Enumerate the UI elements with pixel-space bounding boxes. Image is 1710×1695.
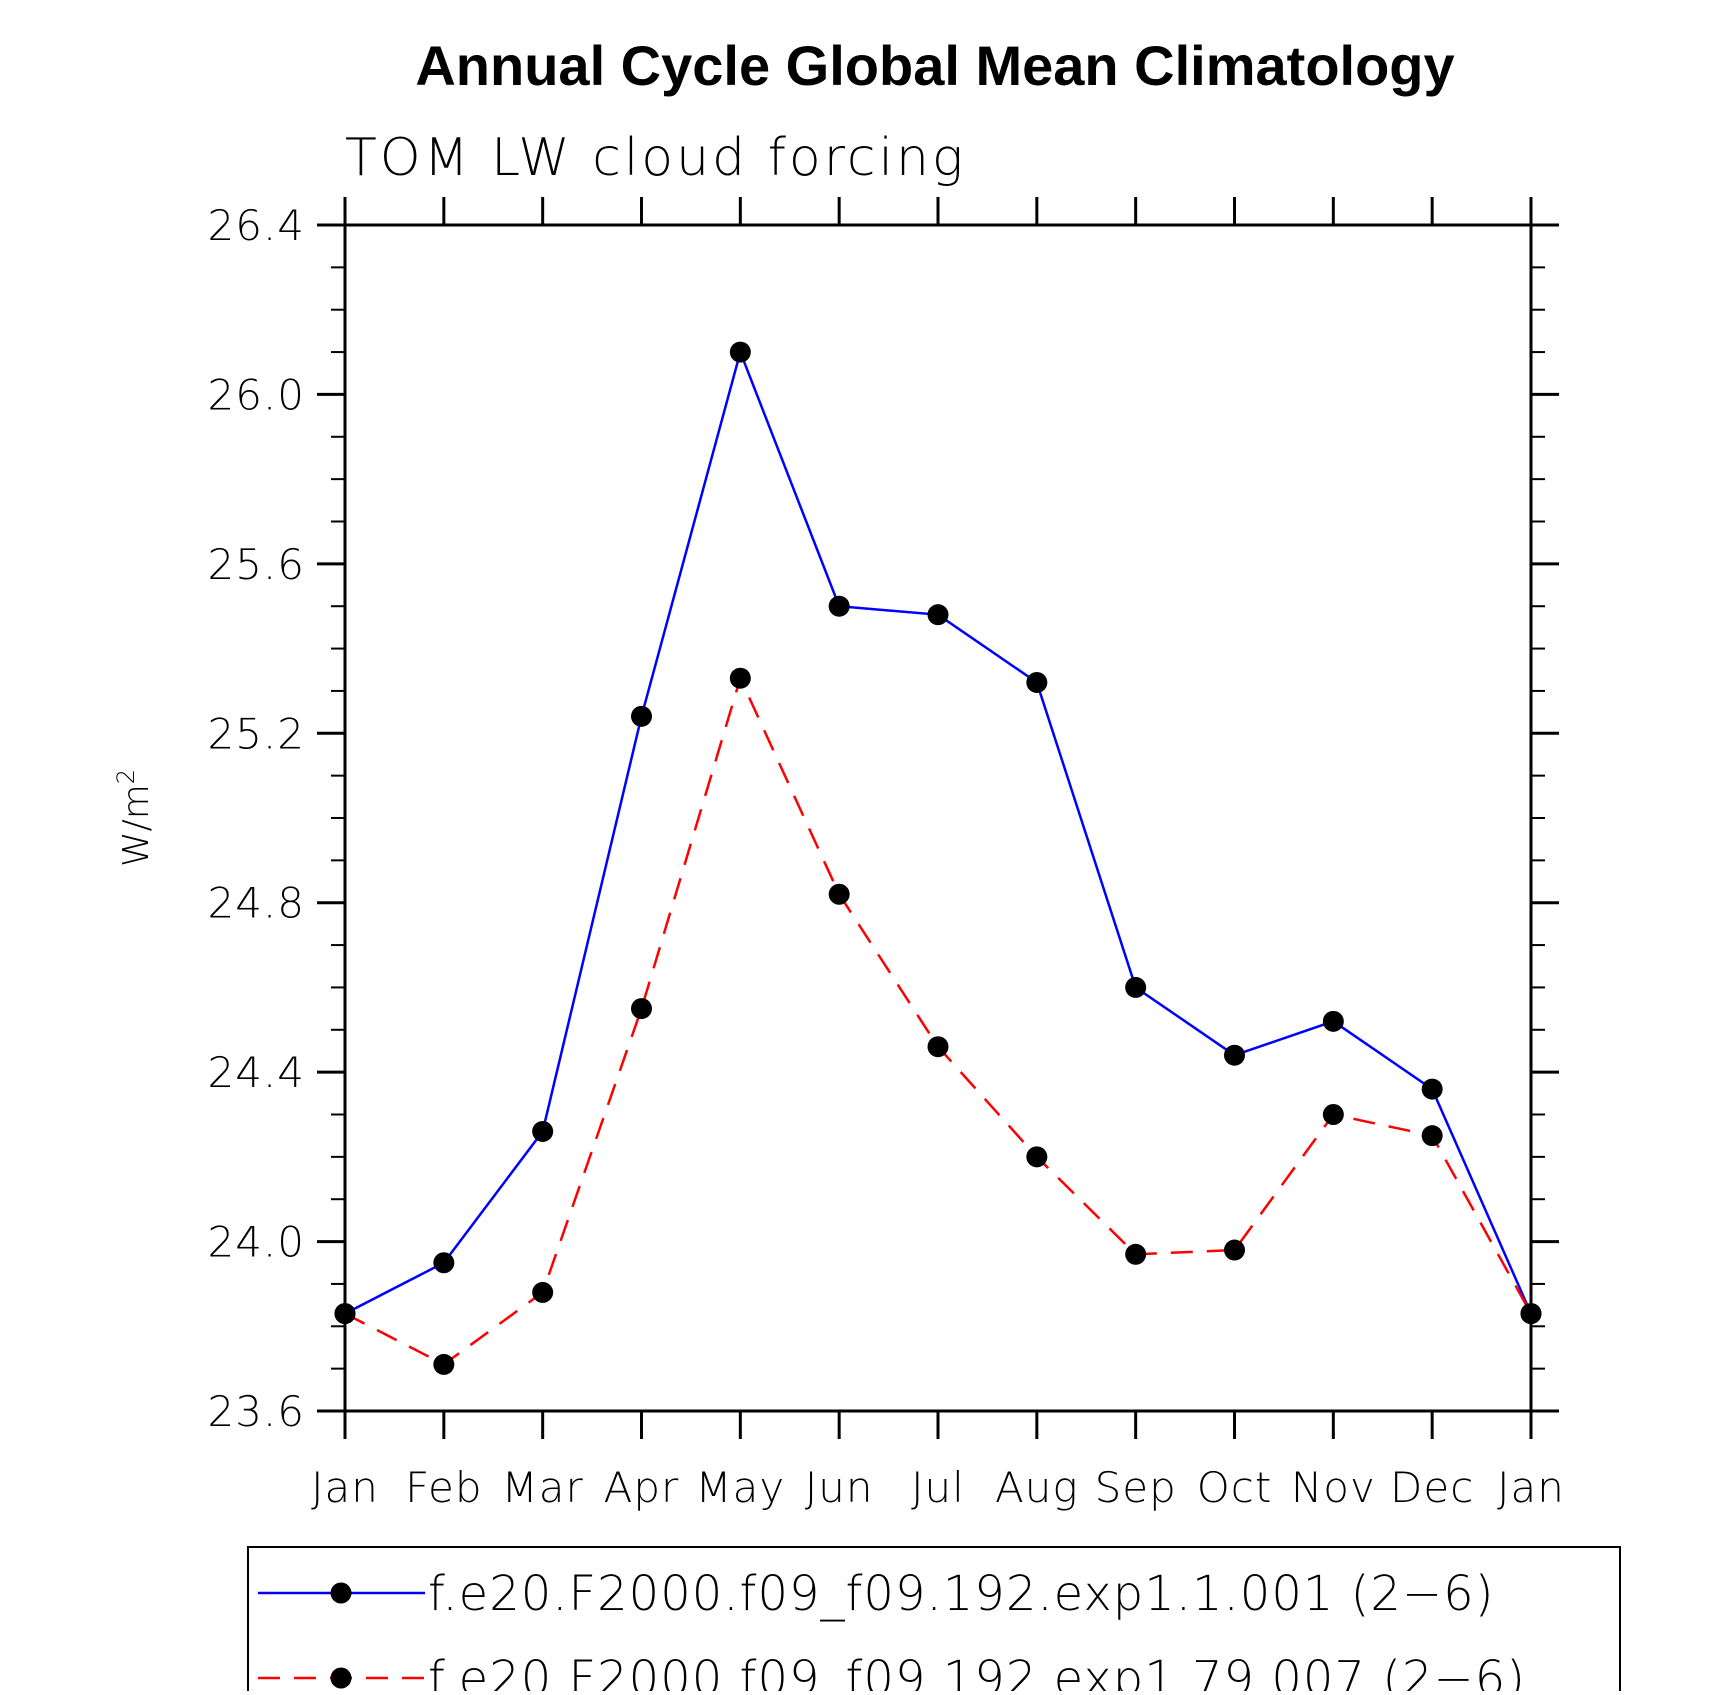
y-tick-label: 25.6 — [207, 540, 305, 589]
x-tick-label: Mar — [502, 1463, 584, 1512]
x-tick-label: Oct — [1197, 1463, 1273, 1512]
data-point-series-2 — [631, 998, 652, 1020]
x-tick-label: Jun — [805, 1463, 874, 1512]
y-tick-label: 24.0 — [207, 1218, 305, 1267]
chart-subtitle: TOM LW cloud forcing — [345, 128, 966, 188]
data-point-series-1 — [1125, 976, 1147, 998]
series-group — [334, 341, 1542, 1375]
data-point-series-2 — [828, 883, 850, 905]
data-point-series-2 — [1026, 1146, 1048, 1168]
x-tick-label: Jan — [1497, 1463, 1565, 1512]
legend-entry-label: f.e20.F2000.f09_f09.192.exp1.1.001 (2−6) — [428, 1566, 1494, 1622]
legend: f.e20.F2000.f09_f09.192.exp1.1.001 (2−6)… — [247, 1546, 1621, 1695]
y-tick-label: 26.0 — [207, 370, 305, 419]
data-point-series-1 — [1421, 1078, 1443, 1100]
y-tick-label: 24.4 — [207, 1048, 305, 1097]
data-point-series-2 — [334, 1303, 356, 1325]
data-point-series-2 — [729, 667, 751, 689]
x-tick-label: Jul — [911, 1463, 965, 1512]
data-point-series-2 — [532, 1281, 554, 1303]
legend-swatch-marker-2 — [330, 1667, 352, 1689]
x-tick-label: Aug — [995, 1463, 1079, 1512]
x-tick-label: Feb — [405, 1463, 482, 1512]
x-tick-label: Dec — [1390, 1463, 1474, 1512]
data-point-series-1 — [1322, 1010, 1344, 1032]
axes: 23.6 24.0 24.4 24.8 25.2 25.6 26.0 26.4 Jan Feb Ma… — [112, 197, 1565, 1512]
data-point-series-2 — [1421, 1125, 1443, 1147]
y-tick-label: 24.8 — [207, 879, 305, 928]
data-point-series-2 — [1224, 1239, 1245, 1261]
y-tick-label: 23.6 — [207, 1387, 305, 1436]
data-point-series-1 — [532, 1120, 554, 1142]
x-tick-label: Apr — [604, 1463, 680, 1512]
legend-box — [247, 1546, 1621, 1695]
plot-frame — [343, 223, 1533, 1413]
data-point-series-1 — [729, 341, 751, 363]
y-tick-label: 26.4 — [207, 201, 305, 250]
series-line-1 — [344, 348, 1533, 1315]
series-line-2 — [344, 674, 1533, 1366]
data-point-series-1 — [1224, 1044, 1245, 1066]
y-axis-label: W/m2 — [112, 769, 157, 867]
y-tick-label: 25.2 — [207, 709, 305, 758]
legend-swatch-marker-1 — [330, 1582, 352, 1604]
data-point-series-2 — [1125, 1243, 1147, 1265]
data-point-series-2 — [433, 1353, 455, 1375]
data-point-series-2 — [927, 1036, 949, 1058]
x-tick-label: Nov — [1291, 1463, 1376, 1512]
data-point-series-1 — [1026, 671, 1048, 693]
x-tick-label: May — [695, 1463, 785, 1512]
x-tick-label: Sep — [1095, 1463, 1177, 1512]
chart-title: Annual Cycle Global Mean Climatology — [415, 34, 1454, 97]
data-point-series-2 — [1322, 1104, 1344, 1125]
x-tick-label: Jan — [311, 1463, 379, 1512]
data-point-series-2 — [1520, 1303, 1542, 1325]
data-point-series-1 — [927, 604, 949, 626]
y-axis-label-superscript: 2 — [112, 769, 140, 784]
data-point-series-1 — [631, 705, 652, 727]
y-axis-label-text: W/m — [116, 784, 157, 867]
data-point-series-1 — [433, 1252, 455, 1274]
legend-entry-label: f.e20.F2000.f09_f09.192.exp1.79.007 (2−6… — [428, 1651, 1526, 1691]
data-point-series-1 — [828, 595, 850, 617]
